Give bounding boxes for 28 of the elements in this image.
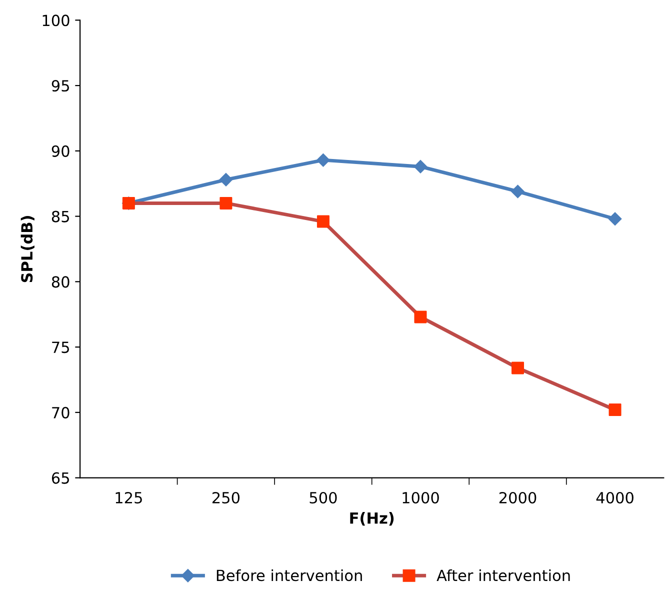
point — [316, 215, 330, 228]
y-tick-label: 65 — [52, 472, 69, 484]
point — [608, 404, 622, 416]
y-tick-label: 95 — [52, 80, 69, 92]
point — [414, 160, 428, 174]
point — [511, 184, 524, 198]
y-tick-label: 90 — [52, 145, 70, 157]
legend-label: Before intervention — [216, 569, 362, 582]
point — [316, 153, 330, 167]
y-tick-label: 70 — [52, 406, 70, 418]
x-axis-title: F(Hz) — [350, 512, 394, 526]
y-tick-label: 75 — [52, 342, 69, 354]
y-tick-label: 100 — [42, 14, 70, 26]
point — [220, 196, 232, 210]
y-axis-title: SPL(dB) — [20, 216, 34, 282]
y-tick-label: 85 — [52, 210, 69, 222]
point — [219, 173, 233, 186]
point — [608, 212, 622, 226]
x-tick-label: 250 — [212, 492, 240, 504]
point — [414, 310, 427, 324]
x-tick-label: 2000 — [499, 492, 536, 504]
point — [512, 362, 524, 374]
x-tick-label: 125 — [116, 492, 142, 504]
x-tick-label: 500 — [310, 492, 337, 504]
x-tick-label: 1000 — [402, 492, 439, 504]
legend-label: After intervention — [436, 569, 570, 582]
y-tick-label: 80 — [52, 276, 70, 288]
x-tick-label: 4000 — [596, 492, 634, 504]
